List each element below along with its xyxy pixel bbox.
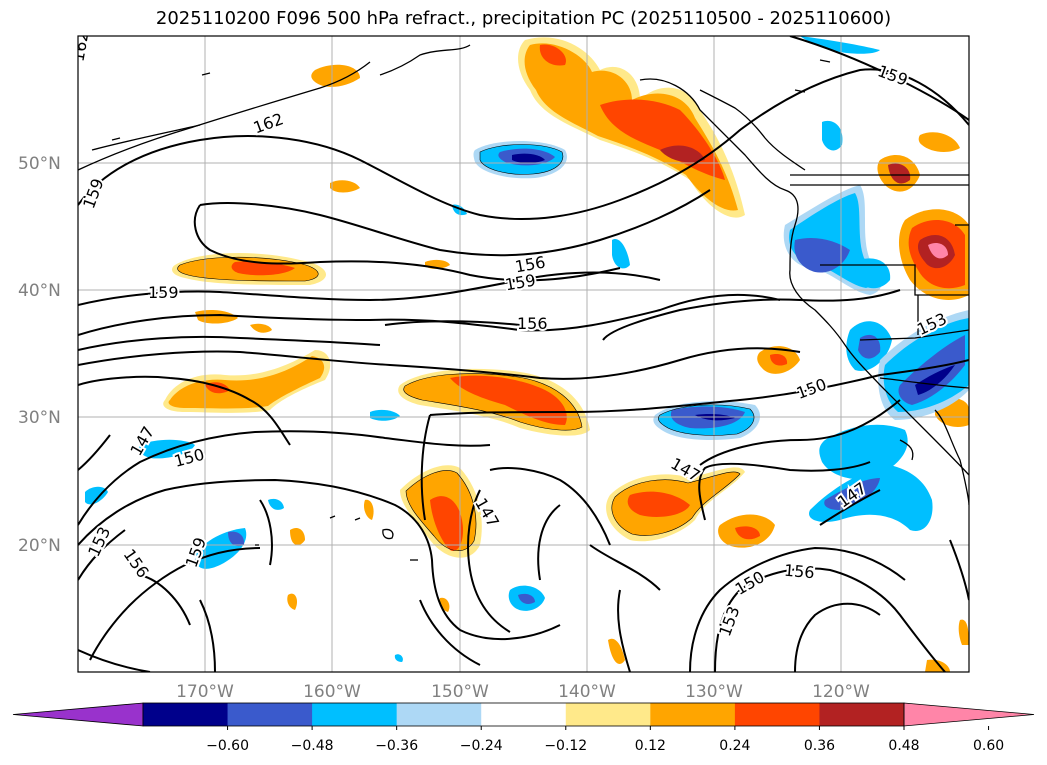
anomaly-outlines [177, 144, 755, 551]
colorbar-tick-label: 0.60 [973, 738, 1004, 754]
colorbar-frame [142, 702, 905, 727]
lon-label: 170°W [176, 682, 234, 702]
contour-label: 156 [517, 314, 548, 333]
colorbar-segment [312, 703, 398, 726]
colorbar-tick-label: −0.36 [375, 738, 418, 754]
lon-label: 150°W [431, 682, 489, 702]
colorbar: −0.60 −0.48 −0.36 −0.24 −0.12 0.12 0.24 0.36 0.4… [12, 702, 1035, 754]
colorbar-tick-label: 0.12 [635, 738, 666, 754]
lon-label: 140°W [558, 682, 616, 702]
colorbar-tick-label: 0.36 [804, 738, 835, 754]
lon-label: 160°W [303, 682, 361, 702]
plot-title: 2025110200 F096 500 hPa refract., precip… [155, 8, 892, 29]
lon-label: 130°W [685, 682, 743, 702]
colorbar-segment [227, 703, 313, 726]
gridlines [78, 36, 969, 672]
colorbar-segment [565, 703, 651, 726]
lat-label: 40°N [18, 281, 61, 301]
colorbar-tick-label: −0.24 [460, 738, 503, 754]
lat-label: 50°N [18, 154, 61, 174]
lat-label: 20°N [18, 536, 61, 556]
negative-anomaly-shading [85, 36, 969, 662]
colorbar-segment [143, 703, 229, 726]
colorbar-extend-low [12, 702, 144, 727]
colorbar-extend-high [903, 702, 1035, 727]
map-frame [77, 35, 970, 673]
colorbar-segment [396, 703, 482, 726]
colorbar-segment [819, 703, 905, 726]
colorbar-tick-label: 0.24 [719, 738, 750, 754]
contour-label: 156 [783, 561, 815, 583]
coastlines [78, 44, 969, 561]
contour-label: 159 [148, 283, 179, 302]
colorbar-segment [734, 703, 820, 726]
colorbar-segment [650, 703, 736, 726]
colorbar-segment [481, 703, 567, 726]
height-contours [78, 36, 969, 672]
colorbar-tick-label: −0.12 [544, 738, 587, 754]
lat-label: 30°N [18, 408, 61, 428]
positive-anomaly-shading [163, 37, 969, 672]
colorbar-tick-label: −0.60 [206, 738, 249, 754]
lon-label: 120°W [812, 682, 870, 702]
colorbar-tick-label: −0.48 [291, 738, 334, 754]
colorbar-tick-label: 0.48 [888, 738, 919, 754]
